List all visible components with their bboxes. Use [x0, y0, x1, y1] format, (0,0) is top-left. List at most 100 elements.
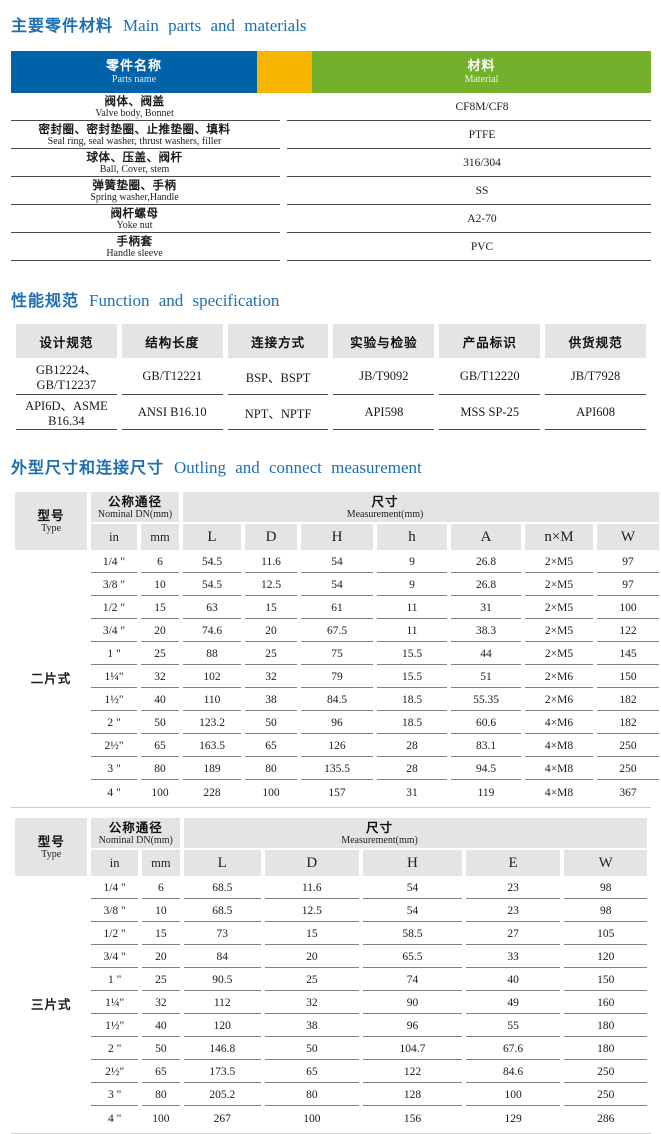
dim-cell: 9: [377, 575, 447, 596]
part-name-cell: 密封圈、密封垫圈、止推垫圈、填料 Seal ring, seal washer, …: [11, 121, 280, 149]
dim-cell: 26.8: [451, 575, 521, 596]
dim-cell: 25: [141, 970, 181, 991]
dim-cell: 88: [183, 644, 241, 665]
dim-cell: 4×M8: [544, 786, 574, 799]
dim-sub-header: L: [183, 524, 241, 550]
dim-sub-header: W: [597, 524, 660, 550]
dim-cell: 49: [465, 993, 561, 1014]
dim-cell: 3 ": [91, 1085, 138, 1106]
dim-cell: 163.5: [183, 736, 241, 757]
specification-table: 设计规范 结构长度 连接方式 实验与检验 产品标识 供货规范 GB12224、GB/T12…: [11, 324, 651, 430]
dim-cell: 54.5: [183, 575, 241, 596]
dim-cell: 40: [465, 970, 561, 991]
dim-cell: 2×M5: [525, 575, 593, 596]
dim-row: 3/8 " 10 68.5 12.5 54 23 98: [15, 901, 647, 922]
dim-sub-header: n×M: [525, 524, 593, 550]
dim-cell: 74.6: [183, 621, 241, 642]
dim-row: 二片式 1/4 " 6 54.5 11.6 54 9 26.8 2×M5 97: [15, 552, 660, 686]
dim-cell: 55: [465, 1016, 561, 1037]
materials-row: 球体、压盖、阀杆 Ball, Cover, stem 316/304: [11, 149, 651, 177]
dim-cell: 83.1: [451, 736, 521, 757]
dim-sub-header-row: in mm L D H E W: [15, 850, 647, 876]
dim-cell: 33: [465, 947, 561, 968]
dim-cell: 54.5: [183, 552, 241, 573]
dim-row: 三片式 1/4 " 6 68.5 11.6 54 23 98: [15, 878, 647, 1012]
type-header-cell: 型号 Type: [15, 492, 87, 550]
part-name-cn: 球体、压盖、阀杆: [86, 150, 183, 164]
dim-cell: 3/8 ": [91, 575, 137, 596]
dim-cell: 2 ": [91, 1039, 138, 1060]
materials-row: 弹簧垫圈、手柄 Spring washer,Handle SS: [11, 177, 651, 205]
dim-cell: 2 ": [91, 713, 137, 734]
spec-column-header: 产品标识: [439, 324, 541, 358]
part-name-cell: 手柄套 Handle sleeve: [11, 233, 280, 261]
dim-cell: 105: [564, 924, 647, 945]
type-header-en: Type: [41, 848, 62, 860]
column-gap: [280, 177, 287, 205]
dim-row: 2 " 50 123.2 50 96 18.5 60.6 4×M6 182: [15, 713, 660, 734]
dim-cell: 6: [141, 878, 181, 899]
dim-cell: 182: [597, 713, 660, 734]
dim-row: 2 " 50 146.8 50 104.7 67.6 180: [15, 1039, 647, 1060]
dim-cell: 96: [363, 1016, 462, 1037]
dims-title-en: Outling and connect measurement: [174, 458, 422, 477]
dim-sub-header: L: [184, 850, 261, 876]
dim-cell: 25: [141, 644, 179, 665]
dim-sub-header: h: [377, 524, 447, 550]
dim-row: 1½" 40 110 38 84.5 18.5 55.35 2×M6 182: [15, 690, 660, 711]
part-name-cell: 弹簧垫圈、手柄 Spring washer,Handle: [11, 177, 280, 205]
dim-cell: 15: [245, 598, 297, 619]
dim-cell: 2×M5: [525, 598, 593, 619]
spec-cell: JB/T9092: [333, 358, 435, 395]
part-name-cn: 阀体、阀盖: [104, 94, 165, 108]
dim-cell: 58.5: [363, 924, 462, 945]
dim-cell: 122: [597, 621, 660, 642]
material-value-cell: 316/304: [287, 149, 651, 177]
spec-column-header: 设计规范: [16, 324, 117, 358]
column-gap: [280, 233, 287, 261]
nominal-header-cell: 公称通径 Nominal DN(mm): [91, 818, 181, 848]
dim-cell: 68.5: [184, 878, 261, 899]
dim-row: 3/8 " 10 54.5 12.5 54 9 26.8 2×M5 97: [15, 575, 660, 596]
dim-cell: 1½": [91, 1016, 138, 1037]
column-gap: [280, 121, 287, 149]
dim-cell: 267: [213, 1112, 231, 1125]
dim-cell: 50: [141, 713, 179, 734]
dim-cell: 50: [245, 713, 297, 734]
dim-cell: 173.5: [184, 1062, 261, 1083]
nominal-header-cell: 公称通径 Nominal DN(mm): [91, 492, 179, 522]
spec-cell: BSP、BSPT: [227, 358, 329, 395]
dim-cell: 126: [301, 736, 373, 757]
dim-row: 3/4 " 20 84 20 65.5 33 120: [15, 947, 647, 968]
dim-cell: 100: [465, 1085, 561, 1106]
size-header-cell: 尺寸 Measurement(mm): [183, 492, 660, 522]
material-value-cell: PTFE: [287, 121, 651, 149]
type-header-cn: 型号: [37, 833, 65, 849]
dim-cell: 54: [363, 901, 462, 922]
dim-sub-header: D: [245, 524, 297, 550]
parts-name-header-cell: 零件名称 Parts name: [11, 51, 257, 93]
dim-cell: 55.35: [451, 690, 521, 711]
spec-cell: GB/T12221: [121, 358, 223, 395]
dim-sub-header: H: [363, 850, 462, 876]
dim-cell: 26.8: [451, 552, 521, 573]
dim-cell: 28: [377, 736, 447, 757]
dim-cell: 3/4 ": [91, 947, 138, 968]
dim-cell: 2½": [91, 1062, 138, 1083]
part-name-en: Handle sleeve: [106, 248, 163, 259]
dim-cell: 182: [597, 690, 660, 711]
dim-row: 1¼" 32 112 32 90 49 160: [15, 993, 647, 1014]
dim-cell: 1 ": [91, 970, 138, 991]
part-name-cn: 弹簧垫圈、手柄: [92, 178, 177, 192]
dim-cell: 20: [264, 947, 360, 968]
dim-cell: 150: [597, 667, 660, 688]
dim-cell: 1/2 ": [91, 924, 138, 945]
dim-cell: 20: [141, 621, 179, 642]
dim-cell: 44: [451, 644, 521, 665]
dim-cell: 2×M5: [525, 644, 593, 665]
part-name-cell: 阀体、阀盖 Valve body, Bonnet: [11, 93, 280, 121]
dim-cell: 32: [141, 667, 179, 688]
part-name-cn: 手柄套: [116, 234, 153, 248]
dim-cell: 40: [141, 690, 179, 711]
dim-cell: 250: [597, 759, 660, 780]
